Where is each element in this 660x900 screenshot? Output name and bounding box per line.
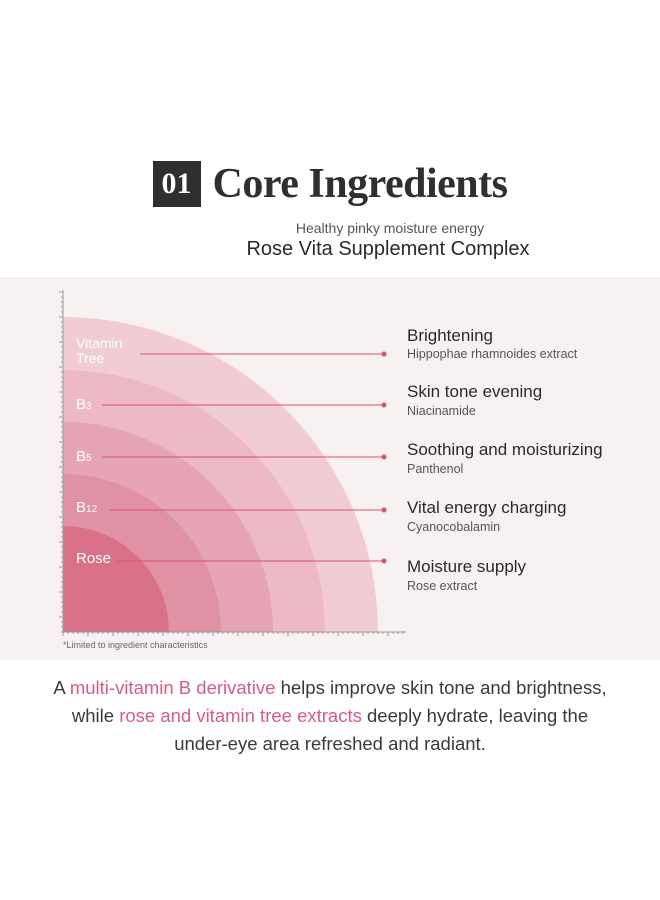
- benefit-ingredient-cyanocobalamin: Cyanocobalamin: [407, 520, 501, 534]
- description-text: while: [71, 705, 120, 726]
- description-line-1: A multi-vitamin B derivative helps impro…: [0, 674, 660, 702]
- layer-label-text: B: [76, 499, 87, 516]
- benefit-ingredient-rose: Rose extract: [407, 579, 478, 593]
- tagline: Healthy pinky moisture energy: [295, 220, 485, 236]
- benefit-ingredient-niacinamide: Niacinamide: [407, 404, 476, 418]
- complex-name: Rose Vita Supplement Complex: [246, 238, 530, 260]
- benefit-title-vital-energy: Vital energy charging: [407, 498, 567, 517]
- description: A multi-vitamin B derivative helps impro…: [0, 674, 660, 758]
- layer-label-subscript: 5: [86, 453, 92, 464]
- leader-dot-b5: [381, 454, 387, 460]
- leader-dot-b12: [381, 507, 387, 513]
- layer-label-rose: Rose: [76, 551, 111, 566]
- layer-label-b12: B12: [76, 500, 97, 517]
- benefit-title-brightening: Brightening: [407, 326, 494, 345]
- benefit-title-soothing: Soothing and moisturizing: [407, 440, 603, 459]
- description-line-3: under-eye area refreshed and radiant.: [174, 733, 486, 754]
- layer-label-text-2: Tree: [76, 350, 105, 366]
- layer-label-text: B: [76, 448, 87, 465]
- benefit-ingredient-panthenol: Panthenol: [407, 462, 464, 476]
- layer-label-subscript: 3: [86, 401, 92, 412]
- section-heading: 01 Core Ingredients: [0, 160, 660, 208]
- description-text: helps improve skin tone and brightness,: [275, 677, 607, 698]
- layer-label-text: Rose: [76, 550, 112, 567]
- section-title: Core Ingredients: [212, 161, 508, 207]
- leader-dot-vitamin-tree: [381, 351, 387, 357]
- footnote: *Limited to ingredient characteristics: [63, 640, 208, 650]
- leader-dot-rose: [381, 558, 387, 564]
- description-line-2: while rose and vitamin tree extracts dee…: [0, 702, 660, 730]
- layer-label-text: Vitamin: [76, 335, 123, 351]
- arc-layer-rose: [63, 526, 169, 632]
- description-text: A: [53, 677, 70, 698]
- section-number-badge: 01: [152, 161, 201, 207]
- layer-label-b3: B3: [76, 397, 92, 414]
- layer-label-subscript: 12: [86, 504, 98, 515]
- description-highlight: multi-vitamin B derivative: [69, 677, 276, 698]
- benefit-title-skin-tone: Skin tone evening: [407, 382, 543, 401]
- layer-label-text: B: [76, 396, 87, 413]
- benefit-title-moisture: Moisture supply: [407, 557, 527, 576]
- leader-dot-b3: [381, 402, 387, 408]
- description-highlight: rose and vitamin tree extracts: [119, 705, 362, 726]
- layer-label-b5: B5: [76, 449, 92, 466]
- description-text: deeply hydrate, leaving the: [361, 705, 589, 726]
- layer-label-vitamin-tree: Vitamin Tree: [76, 336, 122, 366]
- benefit-ingredient-hippophae: Hippophae rhamnoides extract: [407, 347, 578, 361]
